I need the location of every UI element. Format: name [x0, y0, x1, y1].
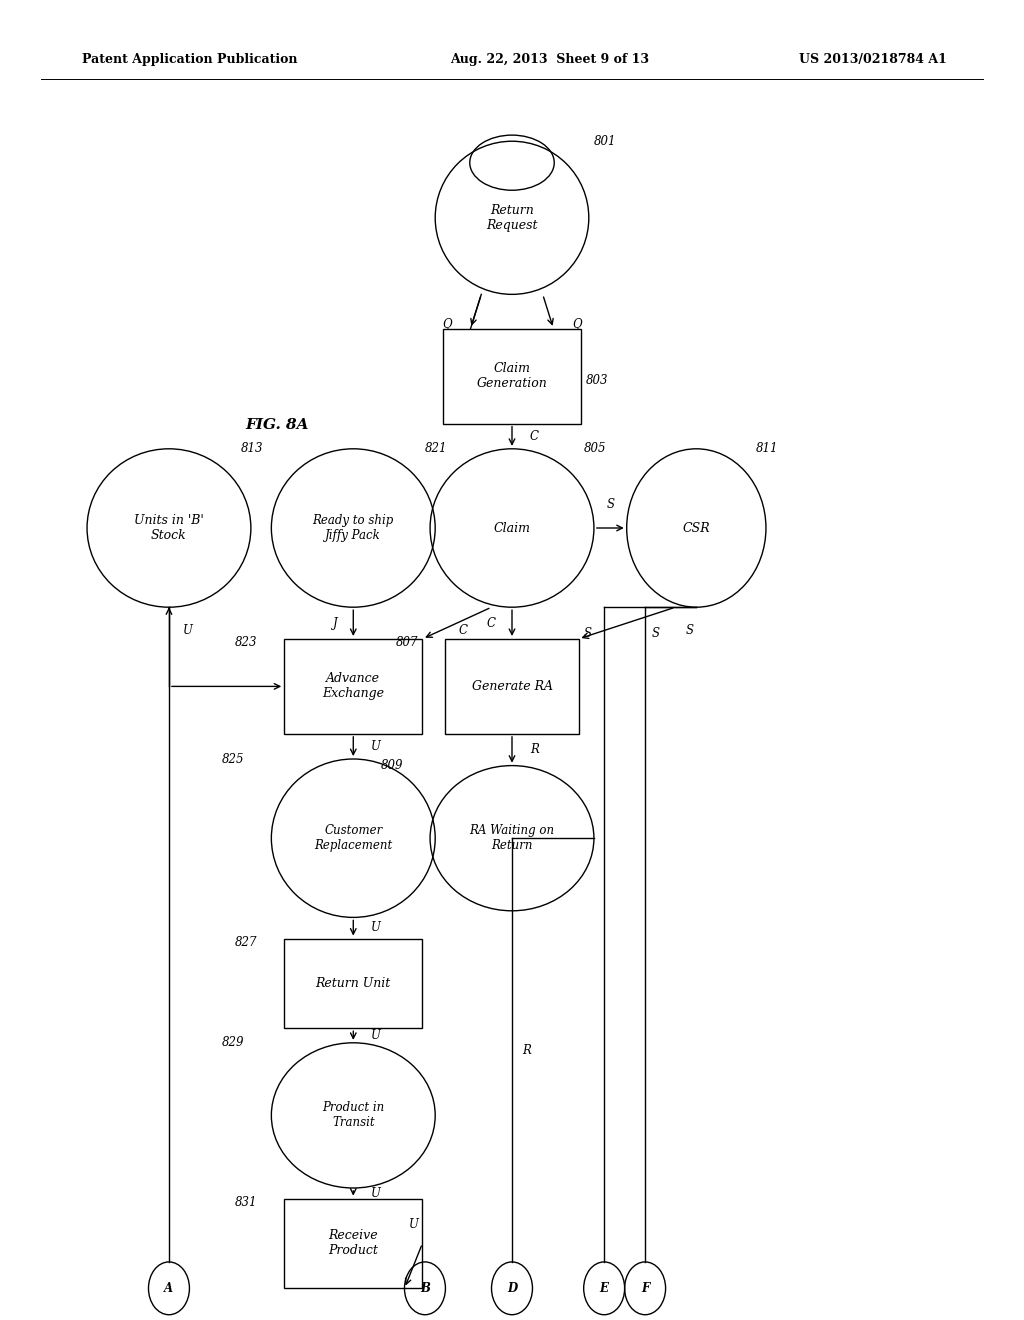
Text: C: C [459, 624, 467, 638]
Bar [284, 1199, 422, 1288]
Text: 829: 829 [222, 1036, 245, 1049]
Text: Advance
Exchange: Advance Exchange [323, 672, 384, 701]
Text: 827: 827 [234, 936, 257, 949]
Text: R: R [522, 1044, 530, 1056]
Text: 831: 831 [234, 1196, 257, 1209]
Text: 801: 801 [594, 135, 616, 148]
Text: Ready to ship
Jiffy Pack: Ready to ship Jiffy Pack [312, 513, 394, 543]
Text: S: S [606, 498, 614, 511]
Text: C: C [530, 430, 539, 442]
Text: U: U [182, 624, 193, 638]
Text: Q: Q [572, 317, 582, 330]
Text: B: B [420, 1282, 430, 1295]
Text: Claim: Claim [494, 521, 530, 535]
Text: FIG. 8A: FIG. 8A [246, 418, 309, 432]
Text: S: S [584, 627, 592, 640]
Text: 803: 803 [586, 374, 608, 387]
Text: A: A [165, 1282, 173, 1295]
Bar [284, 939, 422, 1028]
Text: U: U [371, 1187, 381, 1200]
Text: S: S [651, 627, 659, 640]
Text: U: U [371, 741, 381, 752]
Text: Return Unit: Return Unit [315, 977, 391, 990]
Text: 813: 813 [241, 442, 263, 455]
Text: Units in 'B'
Stock: Units in 'B' Stock [134, 513, 204, 543]
Text: D: D [507, 1282, 517, 1295]
Text: 821: 821 [425, 442, 447, 455]
Text: 825: 825 [222, 752, 245, 766]
Text: R: R [530, 743, 539, 756]
Text: Claim
Generation: Claim Generation [476, 362, 548, 391]
Text: 809: 809 [381, 759, 403, 772]
Text: U: U [371, 921, 381, 935]
Text: 823: 823 [234, 636, 257, 649]
Bar [442, 329, 582, 424]
Text: C: C [487, 616, 496, 630]
Text: US 2013/0218784 A1: US 2013/0218784 A1 [799, 53, 946, 66]
Text: Receive
Product: Receive Product [329, 1229, 378, 1258]
Text: U: U [409, 1218, 419, 1232]
Text: CSR: CSR [683, 521, 710, 535]
Text: 811: 811 [756, 442, 778, 455]
Text: Return
Request: Return Request [486, 203, 538, 232]
Bar [284, 639, 422, 734]
Text: Product in
Transit: Product in Transit [323, 1101, 384, 1130]
Text: S: S [685, 624, 693, 638]
Bar [445, 639, 579, 734]
Text: Patent Application Publication: Patent Application Publication [82, 53, 297, 66]
Text: U: U [371, 1030, 381, 1041]
Text: Generate RA: Generate RA [471, 680, 553, 693]
Text: Aug. 22, 2013  Sheet 9 of 13: Aug. 22, 2013 Sheet 9 of 13 [451, 53, 649, 66]
Text: Customer
Replacement: Customer Replacement [314, 824, 392, 853]
Text: F: F [641, 1282, 649, 1295]
Text: J: J [333, 616, 337, 630]
Text: Q: Q [442, 317, 452, 330]
Text: 807: 807 [396, 636, 419, 649]
Text: 805: 805 [584, 442, 606, 455]
Text: RA Waiting on
Return: RA Waiting on Return [469, 824, 555, 853]
Text: E: E [600, 1282, 608, 1295]
